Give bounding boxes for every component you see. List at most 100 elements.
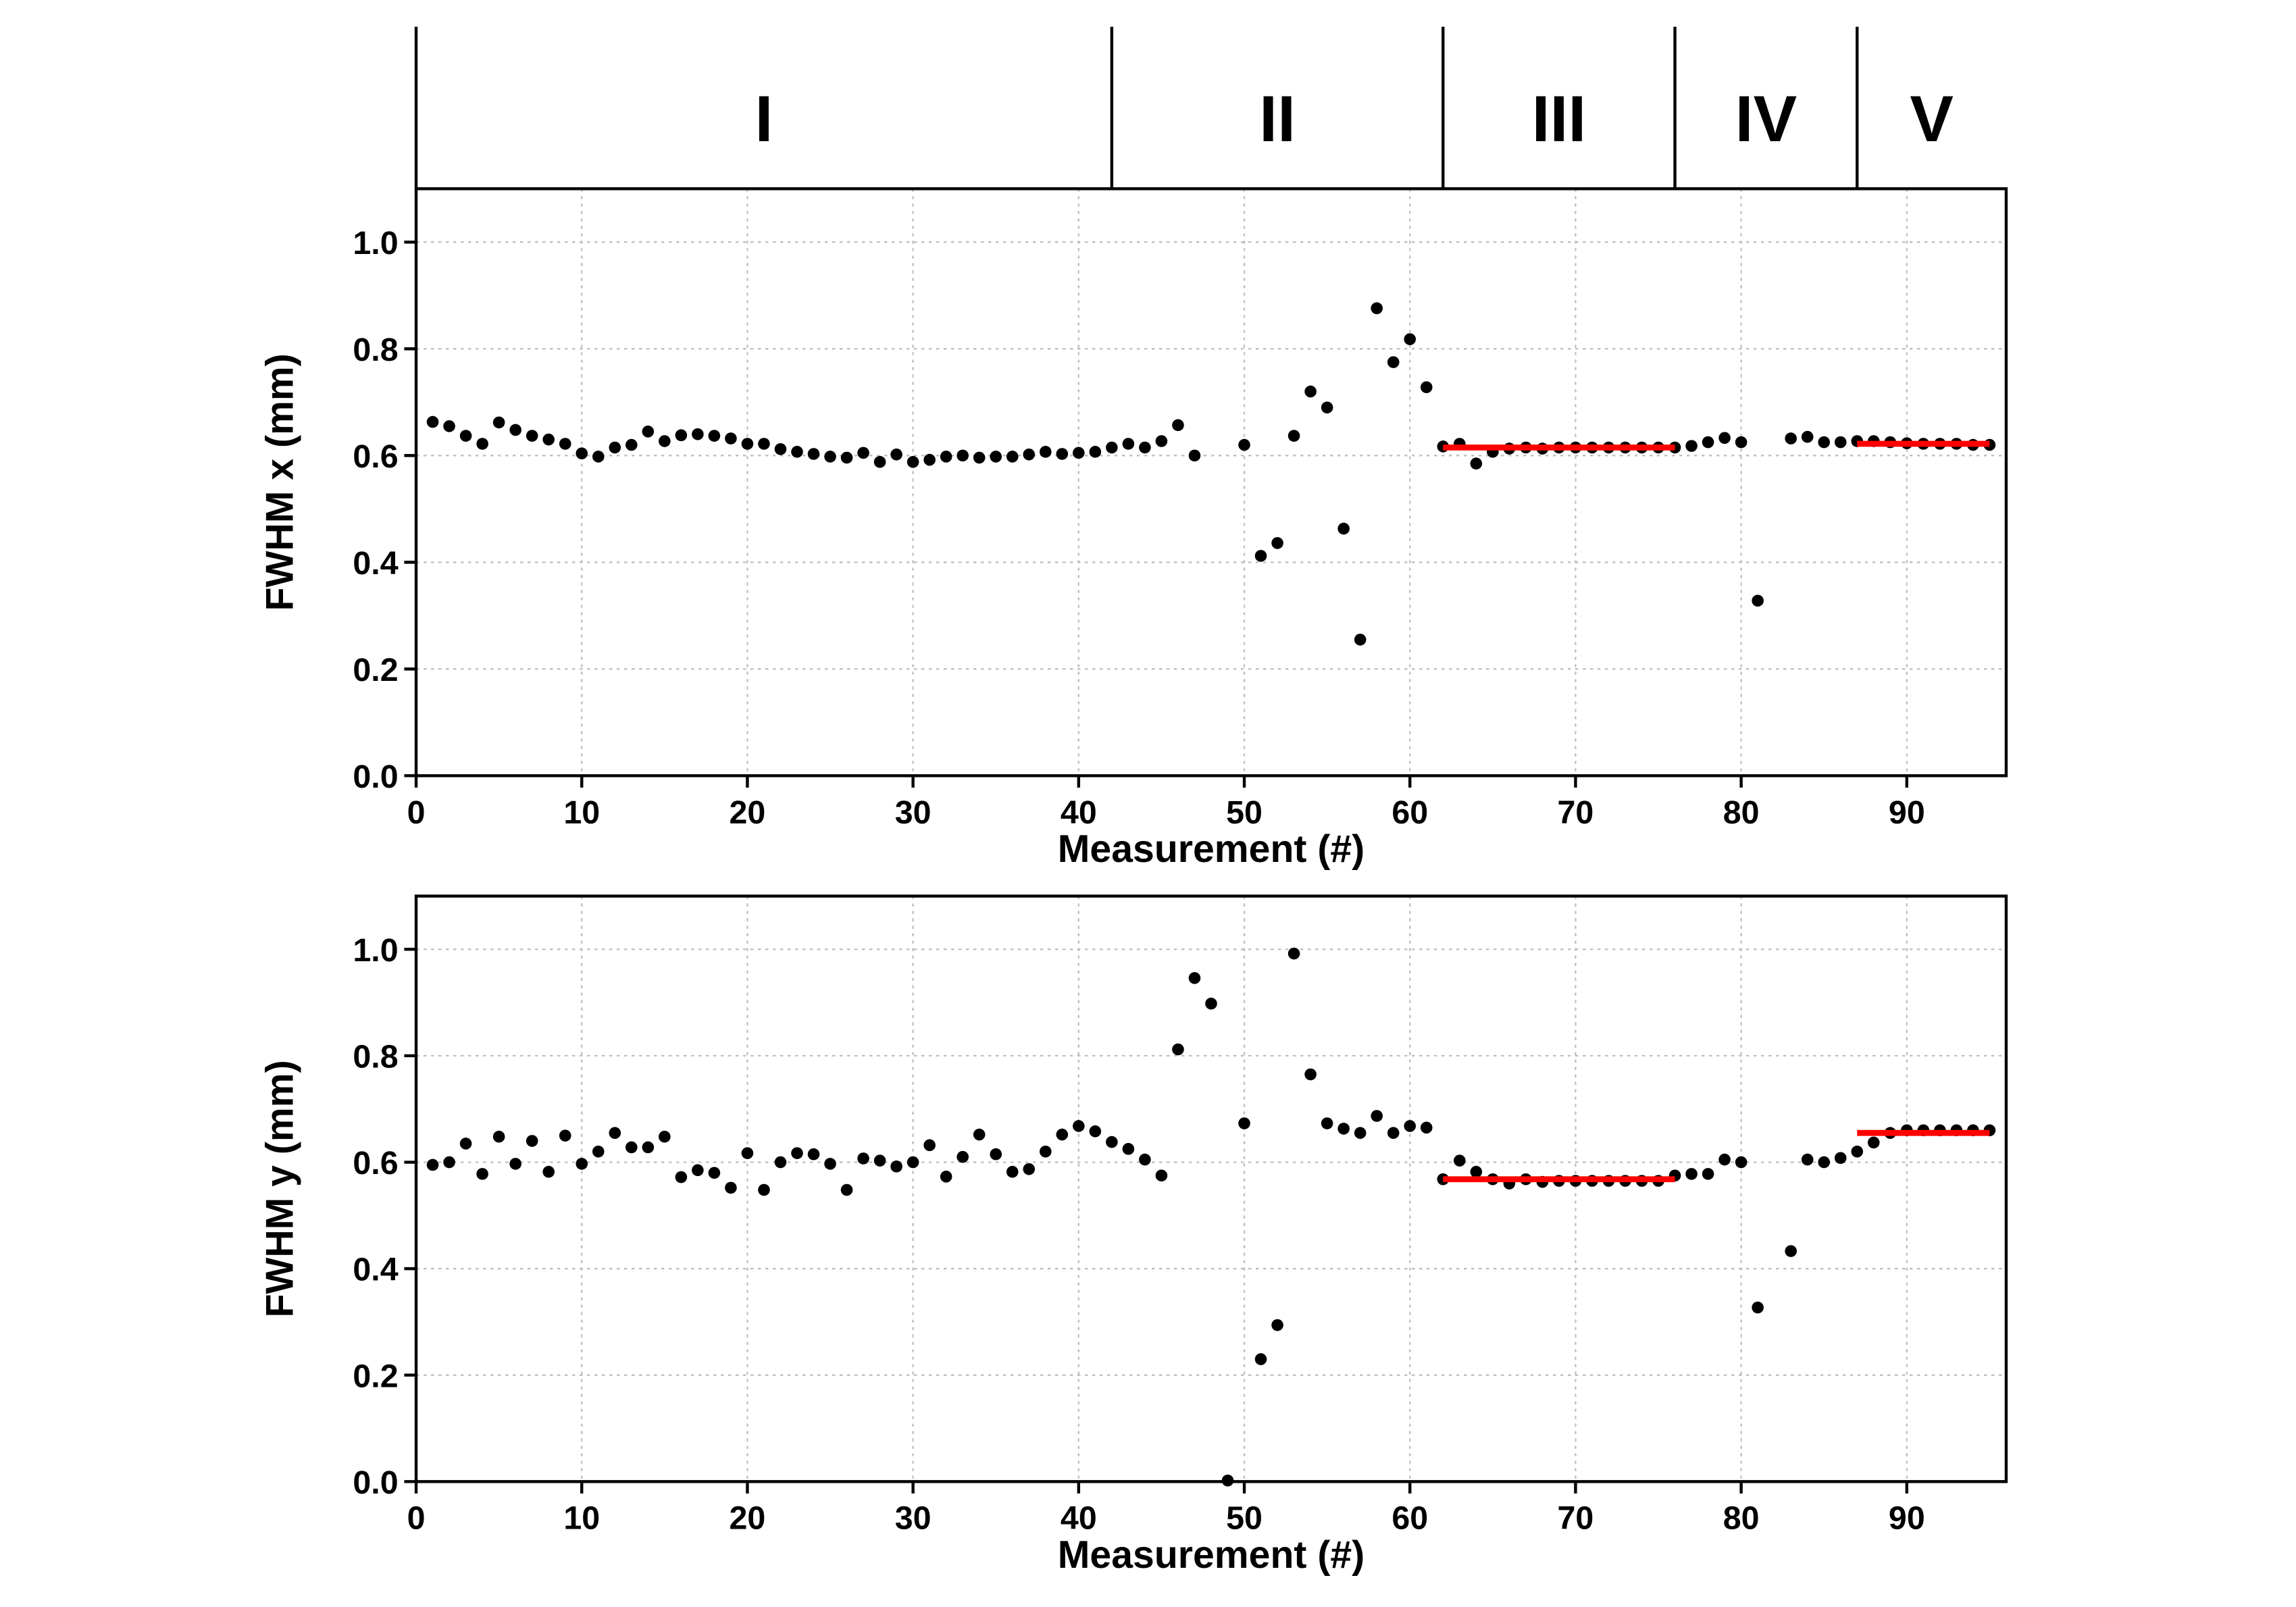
y-tick-label: 0.2 [353, 1358, 398, 1394]
data-point [824, 451, 836, 463]
data-point [1172, 419, 1184, 432]
data-point [609, 441, 621, 454]
data-point [1271, 1319, 1283, 1331]
data-point [1785, 432, 1797, 444]
x-tick-label: 30 [895, 794, 932, 831]
region-label: IV [1735, 82, 1797, 155]
y-tick-label: 0.4 [353, 1252, 398, 1288]
data-point [1172, 1043, 1184, 1056]
x-tick-label: 20 [730, 794, 766, 831]
data-point [1735, 1156, 1747, 1169]
data-point [741, 438, 754, 450]
data-point [509, 424, 521, 436]
data-point [956, 449, 969, 462]
x-tick-label: 0 [407, 1500, 426, 1537]
data-point [476, 1168, 488, 1180]
data-point [1073, 1120, 1085, 1132]
data-point [1089, 1125, 1102, 1138]
y-tick-label: 1.0 [353, 225, 398, 261]
data-point [840, 451, 853, 464]
data-point [1056, 448, 1069, 460]
data-point [725, 1181, 737, 1194]
x-tick-label: 10 [563, 1500, 600, 1537]
data-point [1735, 436, 1747, 449]
data-point [1851, 1145, 1864, 1158]
x-tick-label: 30 [895, 1500, 932, 1537]
data-point [1271, 537, 1283, 549]
data-point [1006, 451, 1019, 463]
data-point [1785, 1245, 1797, 1257]
data-point [1354, 1127, 1367, 1140]
region-label: II [1259, 82, 1296, 155]
data-point [791, 1147, 803, 1159]
data-point [873, 456, 886, 468]
data-point [940, 1171, 952, 1183]
data-point [1867, 1136, 1880, 1149]
data-point [1304, 385, 1317, 398]
data-point [1834, 436, 1847, 449]
data-point [708, 1167, 721, 1179]
y-tick-label: 0.0 [353, 1464, 398, 1501]
x-axis-label: Measurement (#) [1058, 1533, 1364, 1577]
data-point [1139, 441, 1151, 454]
data-point [1188, 449, 1201, 462]
data-point [1801, 1153, 1814, 1166]
data-point [940, 451, 952, 463]
data-point [1702, 436, 1714, 449]
x-tick-label: 40 [1061, 1500, 1097, 1537]
x-tick-label: 70 [1558, 794, 1594, 831]
data-point [1254, 550, 1267, 562]
y-tick-label: 0.4 [353, 545, 398, 582]
y-tick-label: 0.0 [353, 759, 398, 795]
data-point [1287, 947, 1300, 960]
data-point [426, 1158, 439, 1171]
data-point [1238, 438, 1250, 451]
data-point [1039, 446, 1052, 458]
data-point [1834, 1152, 1847, 1165]
data-point [923, 453, 936, 466]
data-point [492, 1130, 505, 1143]
data-point [857, 447, 869, 459]
x-tick-label: 50 [1226, 1500, 1262, 1537]
data-point [1056, 1128, 1069, 1141]
data-point [1801, 430, 1814, 443]
data-point [1420, 1121, 1433, 1134]
plot-frame [414, 187, 2008, 777]
data-point [758, 438, 770, 450]
data-point [873, 1154, 886, 1167]
data-point [692, 428, 704, 440]
data-point [1321, 1117, 1333, 1129]
data-point [426, 415, 439, 428]
data-point [1122, 438, 1135, 450]
data-point [1752, 594, 1764, 607]
data-point [492, 416, 505, 429]
x-tick-label: 0 [407, 794, 426, 831]
data-point [774, 1156, 787, 1169]
data-point [476, 438, 488, 450]
y-tick-label: 0.2 [353, 652, 398, 688]
data-point [526, 1135, 538, 1147]
x-tick-label: 20 [730, 1500, 766, 1537]
data-point [576, 447, 588, 460]
data-point [923, 1139, 936, 1152]
data-point [675, 429, 688, 442]
data-point [1371, 1110, 1383, 1122]
data-point [1155, 1169, 1168, 1182]
data-point [1818, 436, 1831, 449]
data-point [1685, 1168, 1698, 1180]
data-point [509, 1158, 521, 1170]
data-point [559, 1129, 571, 1142]
data-point [1470, 1165, 1483, 1178]
x-tick-label: 90 [1889, 1500, 1925, 1537]
data-point [774, 443, 787, 455]
data-point [1718, 1153, 1731, 1166]
data-point [1205, 997, 1217, 1010]
y-tick-label: 0.6 [353, 1145, 398, 1181]
data-point [1006, 1165, 1019, 1178]
data-point [973, 1128, 986, 1141]
data-point [1337, 522, 1350, 535]
data-point [1387, 356, 1400, 368]
data-point [1155, 435, 1168, 447]
y-tick-label: 0.8 [353, 1039, 398, 1075]
data-point [675, 1171, 688, 1183]
